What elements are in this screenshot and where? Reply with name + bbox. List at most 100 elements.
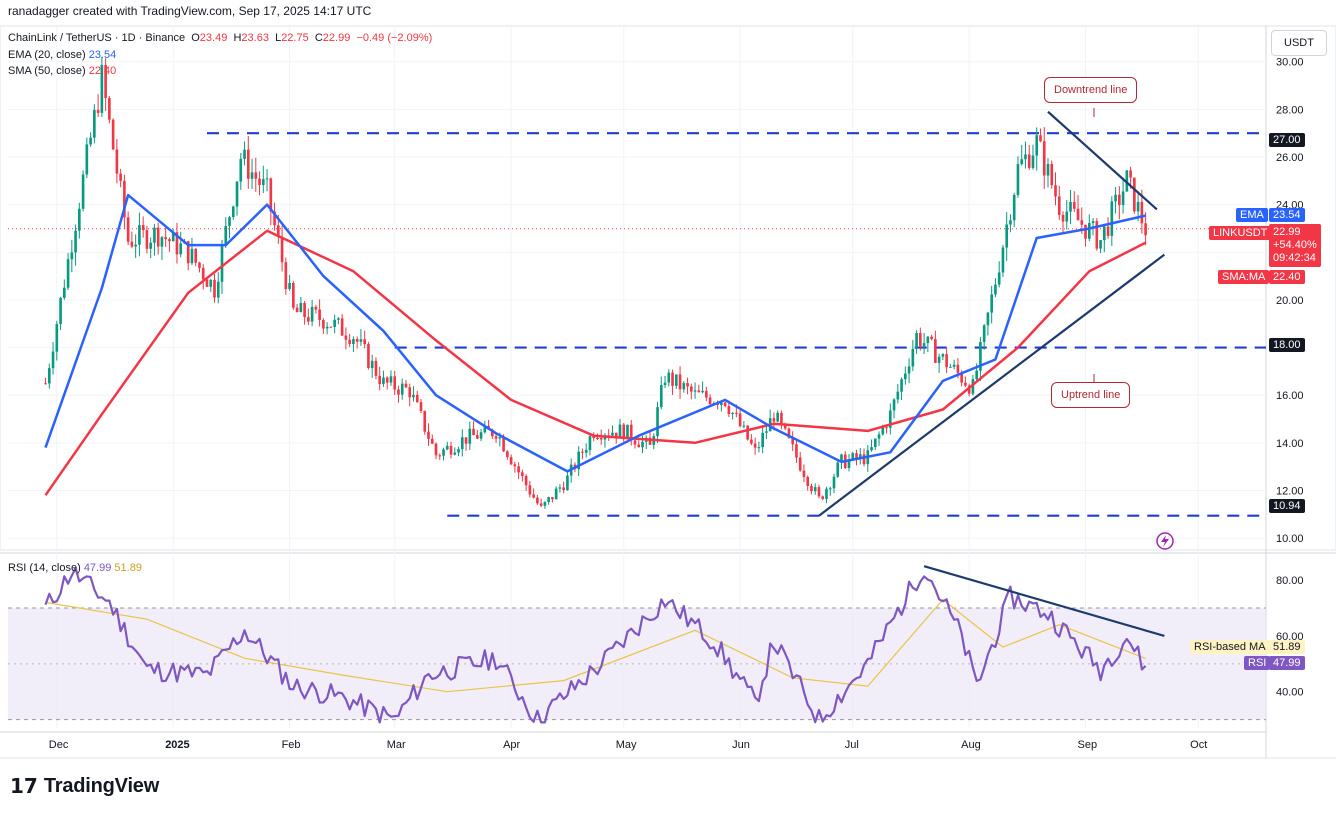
tradingview-logo[interactable]: 𝟭𝟳 TradingView — [10, 774, 159, 799]
ema-20-line — [44, 193, 1146, 473]
candle-body — [1114, 194, 1117, 202]
candle-body — [404, 383, 408, 388]
legend-sma-row[interactable]: SMA (50, close) 22.40 — [8, 65, 116, 77]
candle-body — [149, 242, 152, 249]
candle-body — [986, 312, 990, 326]
candle-body — [1106, 226, 1110, 236]
candle-body — [513, 464, 517, 467]
candle-body — [344, 335, 348, 340]
x-tick-label: Feb — [282, 739, 301, 751]
candle-body — [686, 382, 689, 387]
current-price: 22.99 — [1273, 226, 1301, 238]
candle-body — [464, 437, 468, 444]
candle-body — [100, 64, 104, 113]
candle-body — [682, 382, 686, 390]
downtrend-label: Downtrend line — [1054, 84, 1128, 96]
horizontal-levels — [8, 132, 1266, 517]
tradingview-mark-icon: 𝟭𝟳 — [10, 776, 38, 798]
candle-body — [614, 432, 618, 438]
candle-body — [314, 306, 318, 310]
candle-body — [1005, 224, 1009, 248]
candle-body — [239, 158, 243, 182]
candle-body — [828, 488, 832, 490]
candle-body — [566, 475, 569, 491]
candle-body — [292, 282, 295, 308]
x-tick-label: Oct — [1190, 739, 1207, 751]
candle-body — [1001, 247, 1005, 273]
rsi-legend-label: RSI (14, close) — [8, 562, 81, 574]
candle-body — [400, 383, 404, 395]
candle-body — [201, 267, 205, 280]
candle-body — [479, 432, 483, 439]
candle-body — [956, 364, 960, 373]
candle-body — [190, 248, 194, 264]
candle-body — [1050, 163, 1054, 186]
candle-body — [855, 453, 858, 459]
rsi-ma-name-tag: RSI-based MA — [1190, 640, 1270, 654]
candle-body — [720, 402, 723, 406]
candle-body — [460, 437, 464, 450]
candle-body — [81, 174, 85, 209]
legend-rsi-row[interactable]: RSI (14, close) 47.99 51.89 — [8, 562, 142, 574]
candle-body — [243, 149, 246, 159]
candle-body — [295, 307, 299, 313]
candle-body — [554, 488, 558, 500]
uptrend-line — [818, 253, 1166, 517]
y-tick-label: 16.00 — [1276, 390, 1304, 402]
candle-body — [434, 443, 438, 456]
open-label: O — [191, 32, 200, 44]
uptrend-label: Uptrend line — [1061, 389, 1121, 401]
candle-body — [389, 376, 393, 383]
rsi-ma-line — [45, 598, 1146, 693]
close-value: 22.99 — [322, 32, 351, 44]
candle-body — [367, 344, 370, 369]
candle-body — [997, 272, 1001, 285]
candle-body — [547, 497, 550, 502]
candle-body — [1072, 201, 1076, 209]
candle-body — [915, 332, 918, 349]
candle-body — [641, 441, 644, 448]
candle-body — [370, 360, 374, 369]
candle-body — [1012, 194, 1016, 221]
rsi-ma-value: 51.89 — [1273, 641, 1301, 653]
candle-body — [198, 262, 201, 268]
candle-body — [393, 376, 397, 390]
candle-body — [419, 402, 423, 412]
candle-body — [746, 425, 749, 440]
candle-body — [1091, 221, 1095, 223]
candle-body — [813, 487, 817, 492]
rsi-lines — [44, 565, 1165, 724]
candle-body — [979, 341, 982, 371]
ema-legend-label: EMA (20, close) — [8, 49, 86, 61]
x-tick-label: 2025 — [165, 739, 189, 751]
downtrend-line — [1047, 110, 1158, 211]
candle-body — [693, 390, 697, 392]
candle-body — [629, 424, 633, 441]
candle-body — [220, 244, 224, 282]
candle-body — [445, 445, 449, 450]
candle-body — [798, 457, 802, 471]
candle-body — [126, 217, 130, 242]
candle-body — [430, 438, 434, 444]
candle-body — [325, 326, 329, 329]
candle-body — [63, 287, 66, 298]
candle-body — [1031, 155, 1035, 168]
candle-body — [44, 383, 47, 385]
currency-unit-button[interactable]: USDT — [1271, 30, 1327, 56]
low-label: L — [275, 32, 282, 44]
y-tick-label: 20.00 — [1276, 295, 1304, 307]
candle-body — [982, 325, 986, 342]
candle-body — [648, 437, 652, 445]
candle-body — [269, 178, 273, 212]
candle-body — [1061, 214, 1065, 222]
candle-body — [926, 336, 930, 344]
candle-body — [528, 485, 532, 495]
legend-ema-row[interactable]: EMA (20, close) 23.54 — [8, 49, 116, 61]
candle-body — [806, 476, 810, 486]
symbol-name[interactable]: ChainLink / TetherUS · 1D · Binance — [8, 32, 186, 44]
candle-body — [164, 237, 168, 240]
y-tick-label: 10.00 — [1276, 533, 1304, 545]
candle-body — [1099, 240, 1102, 249]
sma-value: 22.40 — [1273, 271, 1301, 283]
